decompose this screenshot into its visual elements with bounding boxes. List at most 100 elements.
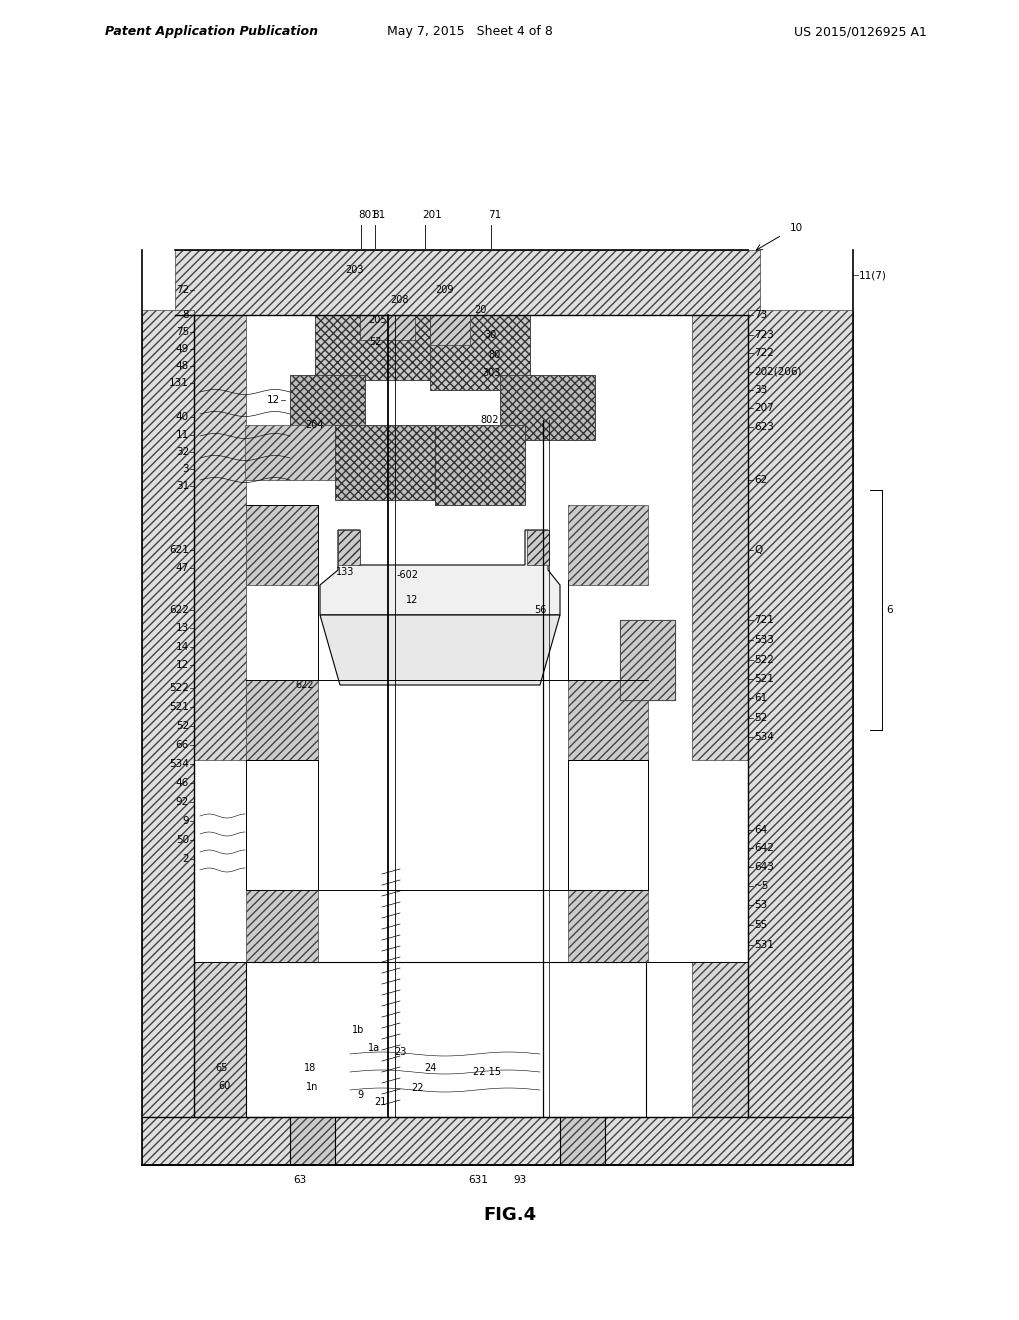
Text: 31: 31 — [175, 480, 189, 491]
Text: 93: 93 — [513, 1175, 526, 1185]
Bar — [499, 375, 594, 440]
Bar — [245, 425, 334, 480]
Text: 32: 32 — [175, 447, 189, 457]
Text: 521: 521 — [753, 675, 773, 684]
Bar — [430, 315, 530, 389]
Text: 3: 3 — [182, 465, 189, 474]
Bar — [691, 315, 747, 760]
Text: 62: 62 — [753, 475, 766, 484]
Text: 55: 55 — [753, 920, 766, 931]
Text: 2: 2 — [182, 854, 189, 865]
Text: 1n: 1n — [306, 1082, 318, 1092]
Text: 534: 534 — [169, 759, 189, 770]
Text: 11: 11 — [175, 430, 189, 440]
Text: 202(206): 202(206) — [753, 367, 801, 378]
Text: 75: 75 — [175, 327, 189, 337]
Bar — [559, 1117, 604, 1166]
Text: 92: 92 — [175, 797, 189, 807]
Text: 48: 48 — [175, 360, 189, 371]
Text: 533: 533 — [753, 635, 773, 645]
Text: 60: 60 — [219, 1081, 231, 1092]
Text: 642: 642 — [753, 843, 773, 853]
Text: 802: 802 — [480, 414, 498, 425]
Text: 13: 13 — [175, 623, 189, 634]
Text: 203: 203 — [345, 265, 364, 275]
Text: 721: 721 — [753, 615, 773, 624]
Bar — [337, 531, 360, 565]
Text: 1a: 1a — [368, 1043, 380, 1053]
Text: 623: 623 — [753, 422, 773, 432]
Text: 71: 71 — [487, 210, 500, 220]
Bar — [246, 680, 318, 760]
Text: 81: 81 — [372, 210, 385, 220]
Text: 20: 20 — [474, 305, 486, 315]
Bar — [747, 310, 852, 1166]
Bar — [194, 315, 246, 760]
Polygon shape — [320, 615, 559, 685]
Bar — [691, 962, 747, 1117]
Text: 522: 522 — [753, 655, 773, 665]
Text: 631: 631 — [468, 1175, 487, 1185]
Text: 204: 204 — [306, 420, 324, 430]
Text: 12: 12 — [175, 660, 189, 671]
Text: 521: 521 — [169, 702, 189, 711]
Text: 47: 47 — [175, 564, 189, 573]
Text: ~5: ~5 — [753, 880, 768, 891]
Text: 209: 209 — [435, 285, 453, 294]
Bar — [142, 1117, 852, 1166]
Text: 52: 52 — [753, 713, 766, 723]
Bar — [334, 425, 434, 500]
Text: 50: 50 — [175, 836, 189, 845]
Text: 80: 80 — [488, 350, 500, 360]
Text: Q: Q — [753, 545, 761, 554]
Bar — [289, 1117, 334, 1166]
Text: 63: 63 — [293, 1175, 307, 1185]
Bar — [620, 620, 675, 700]
Text: 18: 18 — [304, 1063, 316, 1073]
Text: 21: 21 — [373, 1097, 386, 1107]
Text: 33: 33 — [753, 385, 766, 395]
Text: 52: 52 — [369, 337, 381, 347]
Text: 8: 8 — [182, 310, 189, 319]
Text: 24: 24 — [424, 1063, 436, 1073]
Text: 23: 23 — [393, 1047, 406, 1057]
Bar — [246, 760, 318, 890]
Bar — [568, 680, 647, 760]
Text: May 7, 2015   Sheet 4 of 8: May 7, 2015 Sheet 4 of 8 — [386, 25, 552, 38]
Text: 72: 72 — [175, 285, 189, 294]
Text: 65: 65 — [216, 1063, 228, 1073]
Bar — [620, 620, 675, 700]
Text: 73: 73 — [753, 310, 766, 319]
Text: 10: 10 — [790, 223, 802, 234]
Bar — [434, 425, 525, 506]
Text: 61: 61 — [753, 693, 766, 704]
Bar — [568, 890, 647, 962]
Text: 723: 723 — [753, 330, 773, 341]
Text: 303: 303 — [482, 368, 500, 378]
Text: 201: 201 — [422, 210, 441, 220]
Text: 133: 133 — [335, 568, 354, 577]
Text: 621: 621 — [169, 545, 189, 554]
Text: 622: 622 — [169, 605, 189, 615]
Bar — [315, 315, 430, 380]
Text: 534: 534 — [753, 733, 773, 742]
Bar — [360, 315, 415, 341]
Text: 64: 64 — [753, 825, 766, 836]
Bar — [246, 962, 645, 1117]
Text: 66: 66 — [175, 741, 189, 750]
Bar — [142, 310, 194, 1166]
Text: 622: 622 — [296, 680, 314, 690]
Text: 1b: 1b — [352, 1026, 364, 1035]
Bar — [175, 249, 759, 315]
Bar — [568, 760, 647, 890]
Text: 531: 531 — [753, 940, 773, 950]
Text: 205: 205 — [368, 315, 387, 325]
Text: 56: 56 — [533, 605, 545, 615]
Text: FIG.4: FIG.4 — [483, 1206, 536, 1224]
Text: 22 15: 22 15 — [473, 1067, 500, 1077]
Text: 14: 14 — [175, 642, 189, 652]
Polygon shape — [320, 531, 559, 615]
Text: 53: 53 — [753, 900, 766, 909]
Text: 722: 722 — [753, 348, 773, 358]
Text: 46: 46 — [175, 777, 189, 788]
